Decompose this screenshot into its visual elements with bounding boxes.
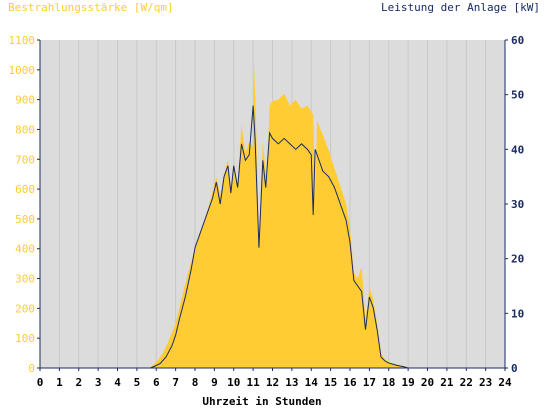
x-tick-label: 11 <box>247 376 261 389</box>
x-tick-label: 20 <box>421 376 434 389</box>
left-tick-label: 500 <box>15 213 35 226</box>
x-tick-label: 4 <box>114 376 121 389</box>
x-tick-label: 24 <box>498 376 512 389</box>
x-tick-label: 10 <box>227 376 240 389</box>
left-tick-label: 400 <box>15 243 35 256</box>
right-axis-title: Leistung der Anlage [kW] <box>381 1 540 14</box>
left-tick-label: 0 <box>28 362 35 375</box>
x-tick-label: 2 <box>75 376 82 389</box>
x-tick-label: 8 <box>192 376 199 389</box>
x-tick-label: 14 <box>305 376 319 389</box>
x-tick-label: 5 <box>134 376 141 389</box>
left-tick-label: 700 <box>15 153 35 166</box>
x-tick-labels: 0 1 2 3 4 5 6 7 8 9 10 11 12 13 14 15 16 17 18 19 20 21 22 23 24 <box>37 368 512 389</box>
right-tick-label: 50 <box>511 89 524 102</box>
x-tick-label: 1 <box>56 376 63 389</box>
left-tick-label: 200 <box>15 302 35 315</box>
left-tick-label: 900 <box>15 94 35 107</box>
x-tick-label: 6 <box>153 376 160 389</box>
right-tick-label: 40 <box>511 143 524 156</box>
left-tick-labels: 0 100 200 300 400 500 600 700 800 900 1000 1100 <box>9 34 40 375</box>
right-tick-label: 60 <box>511 34 524 47</box>
x-tick-label: 23 <box>479 376 492 389</box>
x-tick-label: 21 <box>440 376 454 389</box>
x-tick-label: 7 <box>172 376 179 389</box>
x-tick-label: 18 <box>382 376 395 389</box>
left-tick-label: 100 <box>15 332 35 345</box>
power-line <box>40 105 505 369</box>
left-tick-label: 1100 <box>9 34 36 47</box>
x-tick-label: 19 <box>402 376 415 389</box>
right-tick-label: 10 <box>511 307 524 320</box>
x-tick-label: 13 <box>285 376 298 389</box>
left-tick-label: 300 <box>15 273 35 286</box>
x-tick-label: 0 <box>37 376 44 389</box>
x-tick-label: 3 <box>95 376 102 389</box>
x-tick-label: 17 <box>363 376 376 389</box>
x-tick-label: 16 <box>343 376 357 389</box>
x-axis-title: Uhrzeit in Stunden <box>202 395 321 408</box>
right-tick-labels: 0 10 20 30 40 50 60 <box>505 34 524 375</box>
right-tick-label: 30 <box>511 198 524 211</box>
left-axis-title: Bestrahlungsstärke [W/qm] <box>8 1 174 14</box>
left-tick-label: 600 <box>15 183 35 196</box>
right-tick-label: 20 <box>511 253 524 266</box>
x-tick-label: 22 <box>460 376 473 389</box>
x-tick-label: 15 <box>324 376 337 389</box>
x-tick-label: 9 <box>211 376 218 389</box>
power-line-layer <box>40 105 505 369</box>
irradiance-area <box>40 65 505 368</box>
left-tick-label: 1000 <box>9 64 36 77</box>
right-tick-label: 0 <box>511 362 518 375</box>
x-tick-label: 12 <box>266 376 279 389</box>
left-tick-label: 800 <box>15 123 35 136</box>
irradiance-area-layer <box>39 40 506 368</box>
